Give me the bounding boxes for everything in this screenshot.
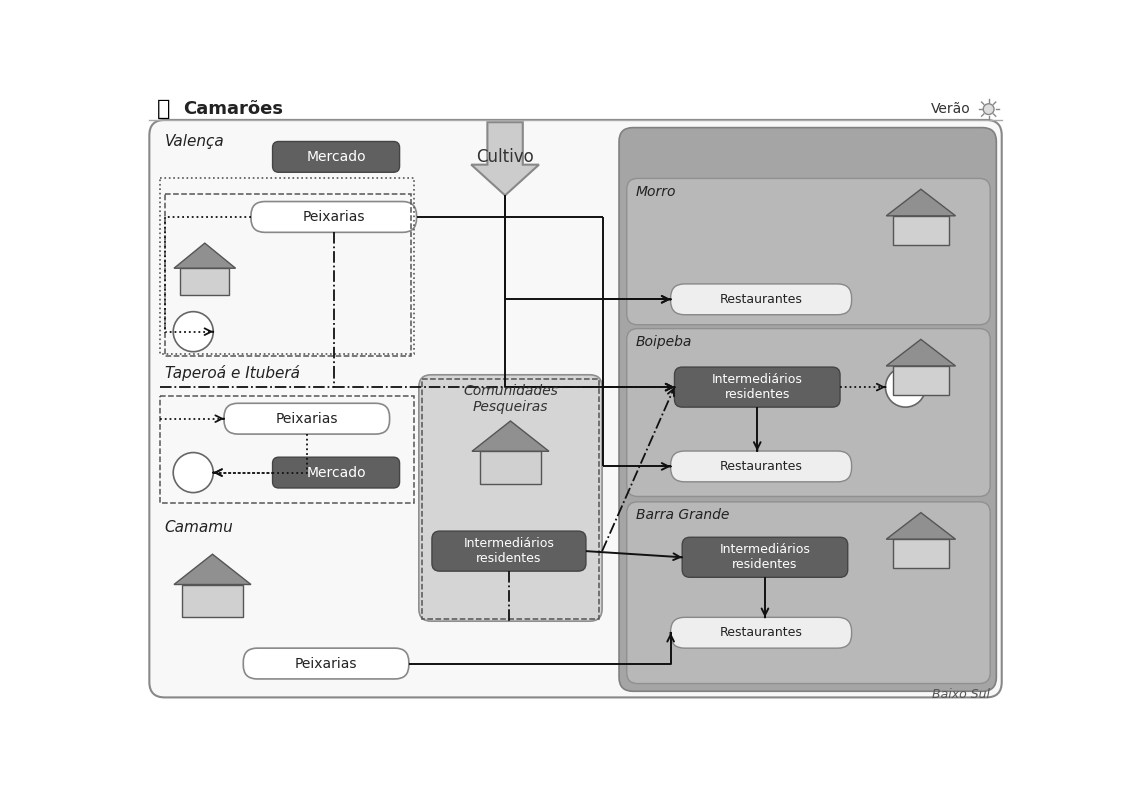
Bar <box>893 366 949 395</box>
Bar <box>893 539 949 568</box>
Polygon shape <box>174 554 250 584</box>
FancyBboxPatch shape <box>619 128 996 692</box>
Text: Intermediários
residentes: Intermediários residentes <box>464 537 555 565</box>
Text: 🦐: 🦐 <box>157 99 171 119</box>
Bar <box>480 451 541 484</box>
FancyBboxPatch shape <box>419 375 602 621</box>
Circle shape <box>173 453 213 492</box>
FancyBboxPatch shape <box>682 538 848 577</box>
Text: Boipeba: Boipeba <box>636 335 693 349</box>
Text: Verão: Verão <box>931 102 971 116</box>
Circle shape <box>984 104 994 114</box>
FancyBboxPatch shape <box>670 284 851 314</box>
Text: Restaurantes: Restaurantes <box>720 293 803 306</box>
Text: Baixo Sul: Baixo Sul <box>932 688 990 701</box>
Text: Intermediários
residentes: Intermediários residentes <box>712 373 803 401</box>
Text: Barra Grande: Barra Grande <box>636 508 729 522</box>
Text: Peixarias: Peixarias <box>275 411 338 426</box>
Polygon shape <box>886 189 956 216</box>
Text: Cultivo: Cultivo <box>476 148 533 166</box>
FancyBboxPatch shape <box>627 502 990 684</box>
Text: Mercado: Mercado <box>307 150 366 164</box>
Text: Peixarias: Peixarias <box>302 210 365 224</box>
Text: Restaurantes: Restaurantes <box>720 460 803 473</box>
Text: Comunidades
Pesqueiras: Comunidades Pesqueiras <box>463 384 558 414</box>
Polygon shape <box>174 243 236 268</box>
Text: Camarões: Camarões <box>183 100 283 118</box>
FancyBboxPatch shape <box>670 618 851 648</box>
Text: Camamu: Camamu <box>165 520 234 535</box>
Circle shape <box>885 367 925 407</box>
Polygon shape <box>472 122 539 195</box>
FancyBboxPatch shape <box>250 202 417 233</box>
Text: Mercado: Mercado <box>307 465 366 480</box>
Text: Taperoá e Ituberá: Taperoá e Ituberá <box>165 364 300 381</box>
Circle shape <box>173 312 213 352</box>
FancyBboxPatch shape <box>627 329 990 496</box>
FancyBboxPatch shape <box>432 531 586 571</box>
FancyBboxPatch shape <box>675 367 840 407</box>
Text: Valença: Valença <box>165 133 225 148</box>
Bar <box>893 216 949 245</box>
FancyBboxPatch shape <box>627 179 990 325</box>
FancyBboxPatch shape <box>670 451 851 482</box>
Bar <box>161 179 414 354</box>
Bar <box>182 584 244 618</box>
FancyBboxPatch shape <box>223 403 390 434</box>
Polygon shape <box>886 339 956 366</box>
Polygon shape <box>472 421 549 451</box>
Bar <box>422 379 599 619</box>
Text: Morro: Morro <box>636 184 676 198</box>
Bar <box>180 268 229 295</box>
Bar <box>165 194 411 356</box>
FancyBboxPatch shape <box>149 120 1002 697</box>
Text: Intermediários
residentes: Intermediários residentes <box>720 543 811 571</box>
Text: Restaurantes: Restaurantes <box>720 626 803 639</box>
FancyBboxPatch shape <box>273 141 400 172</box>
Text: Peixarias: Peixarias <box>295 657 357 671</box>
FancyBboxPatch shape <box>273 457 400 488</box>
Polygon shape <box>886 513 956 539</box>
Bar <box>161 395 414 503</box>
FancyBboxPatch shape <box>244 648 409 679</box>
